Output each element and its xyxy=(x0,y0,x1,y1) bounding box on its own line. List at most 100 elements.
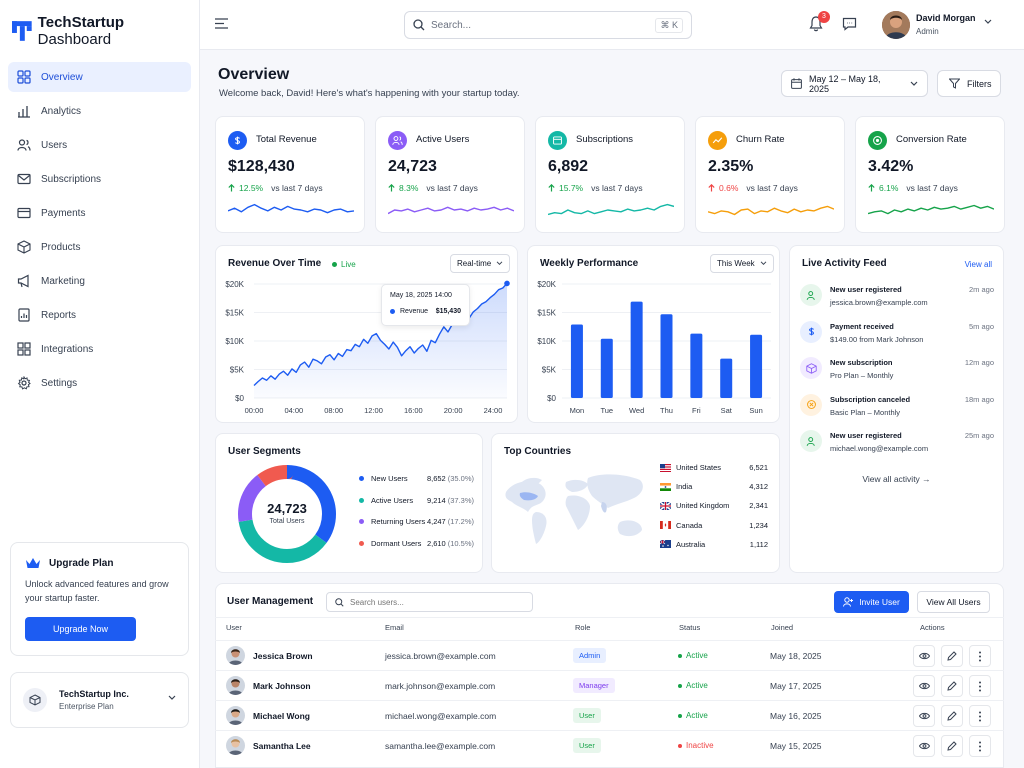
donut-slice-dormant-users[interactable] xyxy=(238,465,336,563)
bar-tue[interactable] xyxy=(600,338,613,398)
country-name: United States xyxy=(676,463,722,472)
table-row[interactable]: Mark Johnson mark.johnson@example.com Mana… xyxy=(215,670,1004,700)
bar-thu[interactable] xyxy=(660,314,673,398)
more-button[interactable] xyxy=(969,675,991,697)
x-tick-label: 04:00 xyxy=(284,406,303,415)
weekly-range-select[interactable]: This Week xyxy=(710,254,774,273)
kpi-card-subscriptions[interactable]: Subscriptions 6,892 15.7% vs last 7 days xyxy=(535,116,685,233)
user-search-input[interactable] xyxy=(350,597,520,607)
sidebar-item-payments[interactable]: Payments xyxy=(8,198,191,228)
more-button[interactable] xyxy=(969,705,991,727)
kpi-card-total-revenue[interactable]: Total Revenue $128,430 12.5% vs last 7 days xyxy=(215,116,365,233)
sidebar-item-label: Marketing xyxy=(41,275,85,287)
invite-user-button[interactable]: Invite User xyxy=(834,591,909,613)
box-icon xyxy=(17,240,31,254)
sidebar-item-marketing[interactable]: Marketing xyxy=(8,266,191,296)
joined-date-cell: May 15, 2025 xyxy=(770,741,822,751)
column-header[interactable]: Actions xyxy=(920,623,945,632)
global-search[interactable]: ⌘ K xyxy=(404,11,692,39)
user-search[interactable] xyxy=(326,592,533,612)
table-row[interactable]: Michael Wong michael.wong@example.com User… xyxy=(215,700,1004,730)
kpi-delta-value: 0.6% xyxy=(719,183,739,193)
bar-sun[interactable] xyxy=(750,334,763,398)
y-tick-label: $0 xyxy=(547,394,556,403)
edit-button[interactable] xyxy=(941,645,963,667)
country-row[interactable]: United Kingdom 2,341 xyxy=(660,501,768,510)
sidebar-item-subscriptions[interactable]: Subscriptions xyxy=(8,164,191,194)
sidebar-item-overview[interactable]: Overview xyxy=(8,62,191,92)
column-header[interactable]: User xyxy=(226,623,242,632)
view-button[interactable] xyxy=(913,705,935,727)
top-countries-card: Top Countries United States 6,521 India 4,3… xyxy=(491,433,780,573)
sidebar-item-users[interactable]: Users xyxy=(8,130,191,160)
country-row[interactable]: Australia 1,112 xyxy=(660,540,768,549)
chevron-down-icon[interactable] xyxy=(984,19,992,25)
company-icon xyxy=(23,688,47,712)
kpi-card-churn-rate[interactable]: Churn Rate 2.35% 0.6% vs last 7 days xyxy=(695,116,845,233)
donut-slice-returning-users[interactable] xyxy=(238,465,336,563)
y-tick-label: $15K xyxy=(537,309,556,318)
avatar-image xyxy=(226,646,245,665)
upgrade-now-button[interactable]: Upgrade Now xyxy=(25,617,136,641)
view-button[interactable] xyxy=(913,675,935,697)
feed-item[interactable]: Payment received $149.00 from Mark Johnso… xyxy=(800,320,994,353)
more-button[interactable] xyxy=(969,645,991,667)
sidebar-item-settings[interactable]: Settings xyxy=(8,368,191,398)
column-header[interactable]: Role xyxy=(575,623,591,632)
x-tick-label: 20:00 xyxy=(444,406,463,415)
view-all-activity-link[interactable]: View all activity → xyxy=(862,474,931,484)
revenue-range-select[interactable]: Real-time xyxy=(450,254,511,273)
feed-view-all-link[interactable]: View all xyxy=(964,260,992,269)
kpi-card-active-users[interactable]: Active Users 24,723 8.3% vs last 7 days xyxy=(375,116,525,233)
edit-button[interactable] xyxy=(941,675,963,697)
view-button[interactable] xyxy=(913,735,935,757)
edit-button[interactable] xyxy=(941,735,963,757)
menu-icon[interactable] xyxy=(215,18,228,29)
country-name: Canada xyxy=(676,520,703,530)
feed-item[interactable]: New subscription Pro Plan – Monthly 12m ag… xyxy=(800,357,994,389)
feed-item-title: Subscription canceled xyxy=(830,394,911,404)
country-row[interactable]: United States 6,521 xyxy=(660,463,768,472)
calendar-icon xyxy=(553,136,562,145)
view-all-users-button[interactable]: View All Users xyxy=(917,591,990,613)
bar-mon[interactable] xyxy=(570,324,583,398)
sidebar-item-label: Users xyxy=(41,139,68,151)
date-range-picker[interactable]: May 12 – May 18, 2025 xyxy=(781,70,928,97)
filters-button[interactable]: Filters xyxy=(937,70,1001,97)
dollar-icon xyxy=(808,327,814,336)
kpi-label: Subscriptions xyxy=(576,134,634,145)
revenue-highlight-point[interactable] xyxy=(504,280,510,287)
table-row[interactable]: Jessica Brown jessica.brown@example.com Ad… xyxy=(215,640,1004,670)
country-row[interactable]: Canada 1,234 xyxy=(660,521,768,530)
bar-fri[interactable] xyxy=(690,333,703,398)
feed-item[interactable]: Subscription canceled Basic Plan – Monthl… xyxy=(800,393,994,426)
edit-button[interactable] xyxy=(941,705,963,727)
country-value: 4,312 xyxy=(749,482,768,492)
sidebar-item-products[interactable]: Products xyxy=(8,232,191,262)
column-header[interactable]: Email xyxy=(385,623,404,632)
donut-slice-active-users[interactable] xyxy=(238,465,336,563)
company-switcher[interactable]: TechStartup Inc. Enterprise Plan xyxy=(10,672,189,728)
brand-logo[interactable]: TechStartup Dashboard xyxy=(12,14,199,48)
bar-wed[interactable] xyxy=(630,301,643,398)
more-button[interactable] xyxy=(969,735,991,757)
sparkline-path xyxy=(388,206,514,215)
country-row[interactable]: India 4,312 xyxy=(660,482,768,491)
view-button[interactable] xyxy=(913,645,935,667)
gear-icon xyxy=(17,376,31,390)
feed-item[interactable]: New user registered jessica.brown@example… xyxy=(800,284,994,316)
bar-sat[interactable] xyxy=(720,358,733,398)
user-avatar[interactable] xyxy=(882,11,910,39)
sidebar-item-integrations[interactable]: Integrations xyxy=(8,334,191,364)
feed-item[interactable]: New user registered michael.wong@example.… xyxy=(800,430,994,462)
column-header[interactable]: Joined xyxy=(771,623,794,632)
search-input[interactable] xyxy=(431,19,650,31)
sidebar-item-reports[interactable]: Reports xyxy=(8,300,191,330)
legend-percent: (17.2%) xyxy=(447,517,474,526)
kpi-card-conversion-rate[interactable]: Conversion Rate 3.42% 6.1% vs last 7 days xyxy=(855,116,1005,233)
table-row[interactable]: Samantha Lee samantha.lee@example.com User… xyxy=(215,730,1004,760)
column-header[interactable]: Status xyxy=(679,623,701,632)
x-tick-label: Wed xyxy=(629,406,644,415)
chat-icon[interactable] xyxy=(842,17,857,31)
sidebar-item-analytics[interactable]: Analytics xyxy=(8,96,191,126)
